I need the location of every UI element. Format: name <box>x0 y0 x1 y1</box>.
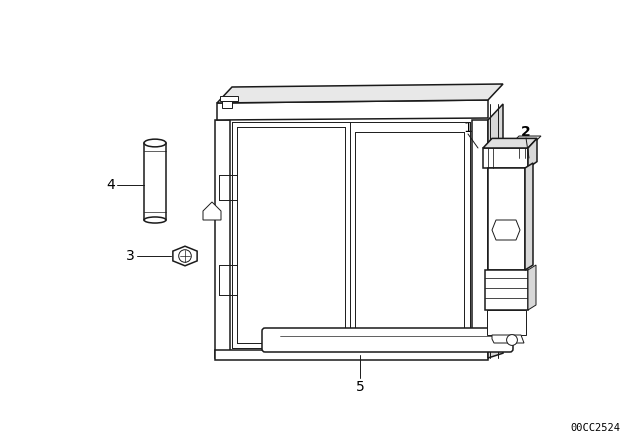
Polygon shape <box>488 104 503 358</box>
Ellipse shape <box>144 139 166 147</box>
Text: 1: 1 <box>463 121 472 135</box>
Polygon shape <box>203 202 221 220</box>
Polygon shape <box>513 142 535 158</box>
Polygon shape <box>488 168 525 270</box>
Polygon shape <box>217 84 503 103</box>
Polygon shape <box>472 120 488 358</box>
Ellipse shape <box>144 217 166 223</box>
Text: 00CC2524: 00CC2524 <box>570 423 620 433</box>
Polygon shape <box>217 100 488 120</box>
Polygon shape <box>492 335 524 343</box>
Polygon shape <box>528 265 536 310</box>
FancyBboxPatch shape <box>262 328 513 352</box>
Text: 4: 4 <box>106 178 115 192</box>
Circle shape <box>179 250 191 262</box>
Polygon shape <box>528 138 537 168</box>
Text: 2: 2 <box>521 125 531 139</box>
Polygon shape <box>513 136 541 142</box>
Polygon shape <box>487 310 526 335</box>
Polygon shape <box>483 148 528 168</box>
Text: 5: 5 <box>356 380 364 394</box>
Polygon shape <box>222 101 232 108</box>
Polygon shape <box>483 138 537 148</box>
Polygon shape <box>485 270 528 310</box>
Polygon shape <box>215 350 488 360</box>
Polygon shape <box>492 220 520 240</box>
Circle shape <box>507 335 517 345</box>
Text: 3: 3 <box>126 249 135 263</box>
Polygon shape <box>525 163 533 270</box>
Polygon shape <box>173 246 197 266</box>
Polygon shape <box>220 96 238 101</box>
Polygon shape <box>215 120 230 358</box>
